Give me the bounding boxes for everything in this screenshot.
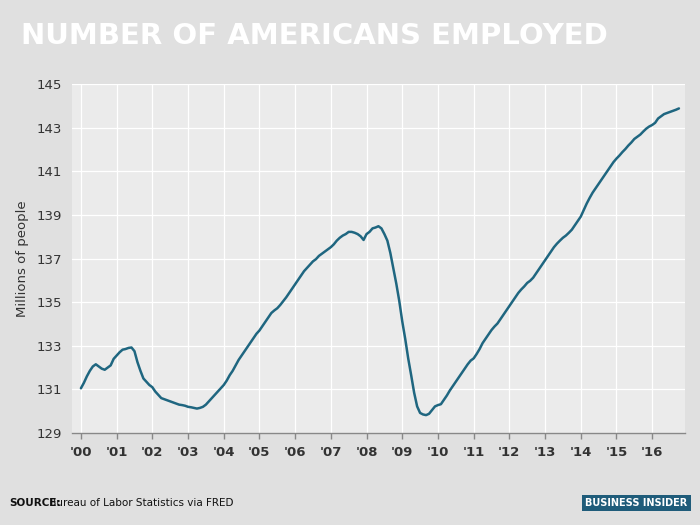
Text: SOURCE:: SOURCE: [9, 498, 61, 508]
Y-axis label: Millions of people: Millions of people [16, 200, 29, 317]
Text: Bureau of Labor Statistics via FRED: Bureau of Labor Statistics via FRED [46, 498, 233, 508]
Text: BUSINESS INSIDER: BUSINESS INSIDER [585, 498, 687, 508]
Text: NUMBER OF AMERICANS EMPLOYED: NUMBER OF AMERICANS EMPLOYED [21, 22, 608, 50]
